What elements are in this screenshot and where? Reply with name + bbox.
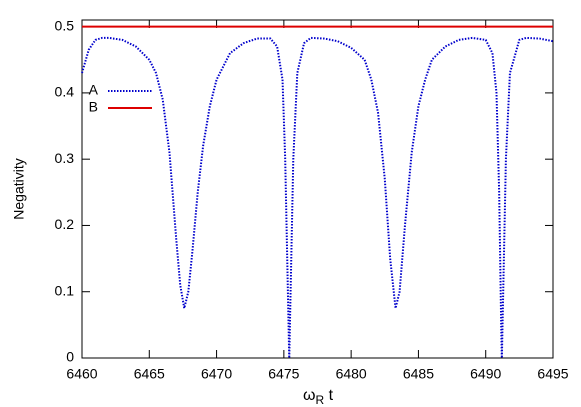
- y-axis-label: Negativity: [11, 158, 27, 219]
- x-label-sub: R: [315, 393, 324, 407]
- y-tick-label: 0.3: [55, 150, 75, 166]
- x-label-part: ω: [303, 387, 316, 404]
- x-tick-label: 6470: [201, 366, 232, 382]
- x-tick-label: 6480: [336, 366, 367, 382]
- y-tick-label: 0.1: [55, 282, 75, 298]
- x-tick-label: 6475: [268, 366, 299, 382]
- x-tick-label: 6485: [403, 366, 434, 382]
- y-tick-label: 0.4: [55, 84, 75, 100]
- y-tick-label: 0: [66, 349, 74, 365]
- y-tick-label: 0.2: [55, 216, 75, 232]
- legend-label: B: [89, 99, 98, 115]
- x-tick-label: 6495: [537, 366, 568, 382]
- plot-frame: [81, 19, 554, 359]
- x-tick-label: 6460: [66, 366, 97, 382]
- x-label-part: t: [324, 387, 333, 404]
- x-tick-label: 6490: [470, 366, 501, 382]
- series-line: [81, 36, 554, 359]
- y-tick-label: 0.5: [55, 17, 75, 33]
- x-axis-label: ωR t: [303, 387, 334, 407]
- x-tick-label: 6465: [134, 366, 165, 382]
- legend-label: A: [89, 82, 99, 98]
